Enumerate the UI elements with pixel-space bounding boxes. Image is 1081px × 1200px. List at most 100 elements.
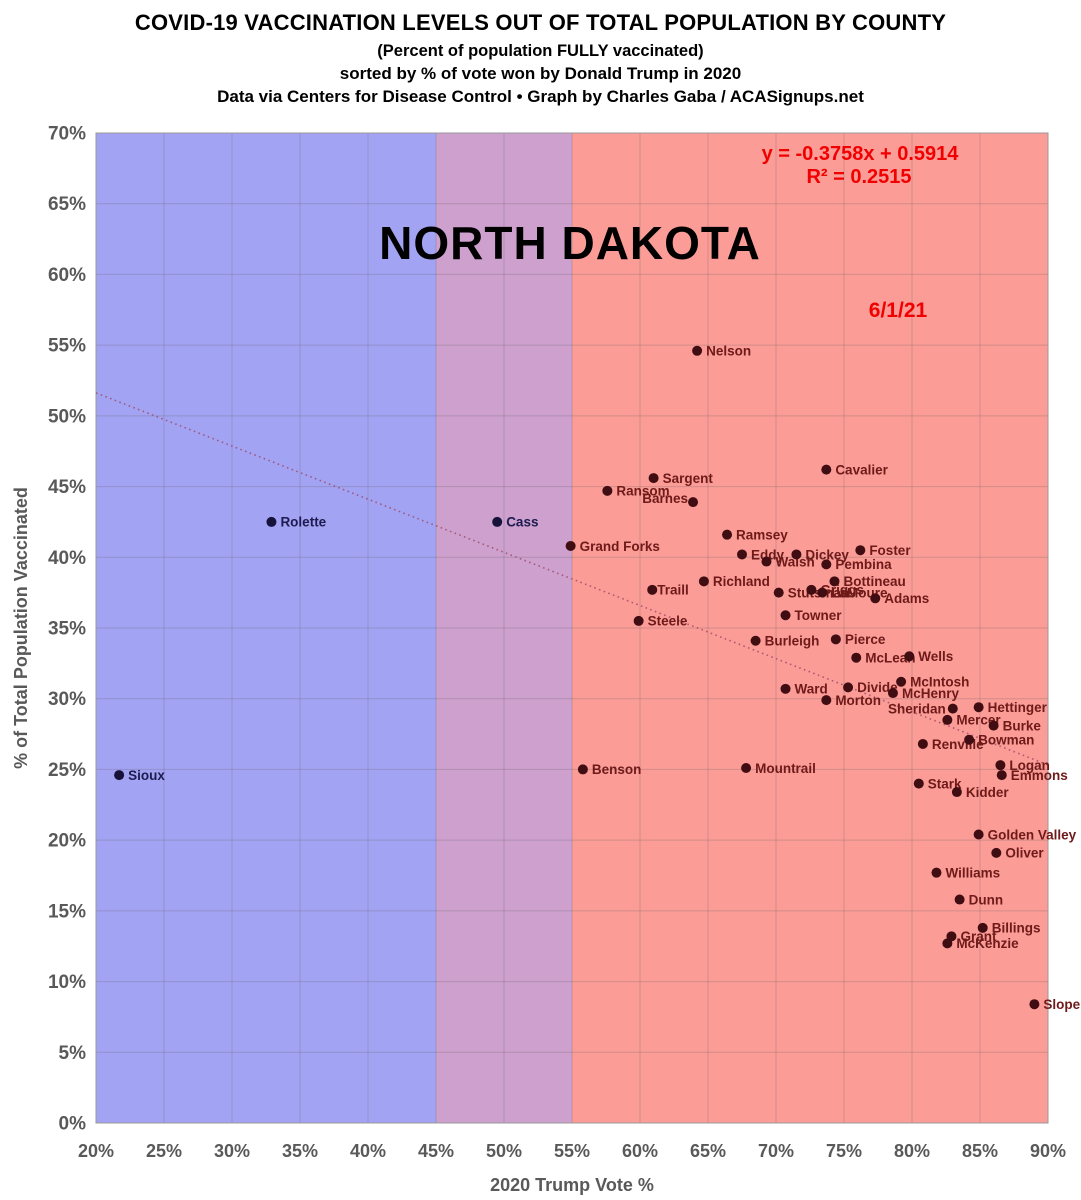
point-label-cass: Cass [506, 515, 538, 530]
x-tick-label: 50% [486, 1141, 522, 1161]
point-label-pierce: Pierce [845, 632, 886, 647]
y-tick-label: 15% [48, 901, 86, 922]
y-tick-label: 35% [48, 619, 86, 640]
point-label-richland: Richland [713, 574, 770, 589]
y-tick-label: 45% [48, 477, 86, 498]
point-label-dickey: Dickey [805, 547, 849, 562]
point-label-foster: Foster [869, 543, 911, 558]
point-label-towner: Towner [795, 608, 843, 623]
point-dot-grand-forks [565, 540, 576, 551]
point-label-billings: Billings [992, 921, 1041, 936]
point-label-logan: Logan [1009, 758, 1050, 773]
plot-border [95, 132, 1049, 1124]
point-label-eddy: Eddy [751, 547, 784, 562]
point-label-mclean: McLean [865, 651, 915, 666]
point-dot-burke [988, 720, 999, 731]
point-dot-ransom [602, 485, 613, 496]
x-tick-label: 55% [554, 1141, 590, 1161]
point-dot-williams [931, 867, 942, 878]
state-label: NORTH DAKOTA [379, 217, 761, 269]
point-label-pembina: Pembina [835, 557, 892, 572]
point-label-bowman: Bowman [978, 733, 1034, 748]
point-label-morton: Morton [835, 693, 881, 708]
point-dot-sheridan [947, 703, 958, 714]
point-dot-dickey [791, 549, 802, 560]
point-dot-mercer [942, 714, 953, 725]
point-dot-steele [633, 615, 644, 626]
point-dot-stutsman [773, 587, 784, 598]
point-label-divide: Divide [857, 680, 898, 695]
point-dot-traill [647, 584, 658, 595]
point-dot-mcintosh [896, 676, 907, 687]
band-swing [436, 133, 572, 1123]
point-label-barnes: Barnes [642, 491, 688, 506]
point-label-wells: Wells [918, 649, 953, 664]
y-tick-label: 50% [48, 406, 86, 427]
point-label-nelson: Nelson [706, 344, 751, 359]
point-dot-bowman [964, 734, 975, 745]
point-label-sheridan: Sheridan [888, 701, 946, 716]
point-dot-cass [492, 516, 503, 527]
y-tick-label: 65% [48, 194, 86, 215]
point-dot-foster [855, 545, 866, 556]
regression-equation: y = -0.3758x + 0.5914 [762, 143, 960, 165]
point-dot-rolette [266, 516, 277, 527]
point-label-griggs: Griggs [820, 583, 864, 598]
x-tick-label: 80% [894, 1141, 930, 1161]
point-label-benson: Benson [592, 762, 642, 777]
point-label-adams: Adams [884, 591, 929, 606]
x-tick-label: 40% [350, 1141, 386, 1161]
point-dot-divide [843, 682, 854, 693]
x-tick-label: 70% [758, 1141, 794, 1161]
point-dot-sargent [648, 473, 659, 484]
point-label-williams: Williams [945, 865, 1000, 880]
point-label-kidder: Kidder [966, 785, 1010, 800]
point-dot-pembina [821, 559, 832, 570]
point-dot-renville [917, 738, 928, 749]
point-label-burke: Burke [1003, 718, 1042, 733]
point-dot-logan [995, 760, 1006, 771]
point-dot-ward [780, 683, 791, 694]
y-tick-label: 5% [59, 1043, 87, 1064]
point-dot-mchenry [887, 688, 898, 699]
date-label: 6/1/21 [869, 299, 928, 322]
point-dot-billings [977, 922, 988, 933]
point-dot-mclean [851, 652, 862, 663]
point-label-sioux: Sioux [128, 768, 165, 783]
band-dem-lean [96, 133, 436, 1123]
y-tick-label: 40% [48, 548, 86, 569]
point-label-ransom: Ransom [616, 484, 669, 499]
point-label-mckenzie: McKenzie [956, 936, 1019, 951]
y-tick-label: 55% [48, 336, 86, 357]
point-label-mcintosh: McIntosh [910, 675, 969, 690]
point-label-slope: Slope [1043, 997, 1080, 1012]
point-dot-griggs [806, 584, 817, 595]
y-axis-title: % of Total Population Vaccinated [11, 487, 31, 769]
point-label-mchenry: McHenry [902, 686, 960, 701]
point-dot-grant [946, 931, 957, 942]
trendline [95, 392, 1049, 766]
point-dot-emmons [996, 770, 1007, 781]
point-dot-kidder [951, 787, 962, 798]
y-tick-label: 10% [48, 972, 86, 993]
point-label-bottineau: Bottineau [843, 574, 905, 589]
point-dot-hettinger [973, 702, 984, 713]
point-label-hettinger: Hettinger [988, 700, 1048, 715]
x-tick-label: 35% [282, 1141, 318, 1161]
point-label-emmons: Emmons [1011, 768, 1068, 783]
band-gop-lean [572, 133, 1048, 1123]
point-dot-richland [698, 576, 709, 587]
y-tick-label: 60% [48, 265, 86, 286]
point-dot-stark [913, 778, 924, 789]
point-label-stark: Stark [928, 776, 962, 791]
point-label-grand-forks: Grand Forks [580, 539, 660, 554]
point-dot-oliver [991, 847, 1002, 858]
point-dot-morton [821, 695, 832, 706]
point-dot-eddy [737, 549, 747, 560]
point-label-rolette: Rolette [280, 515, 326, 530]
point-dot-benson [577, 764, 588, 775]
point-dot-ramsey [722, 529, 733, 540]
x-tick-label: 90% [1030, 1141, 1066, 1161]
